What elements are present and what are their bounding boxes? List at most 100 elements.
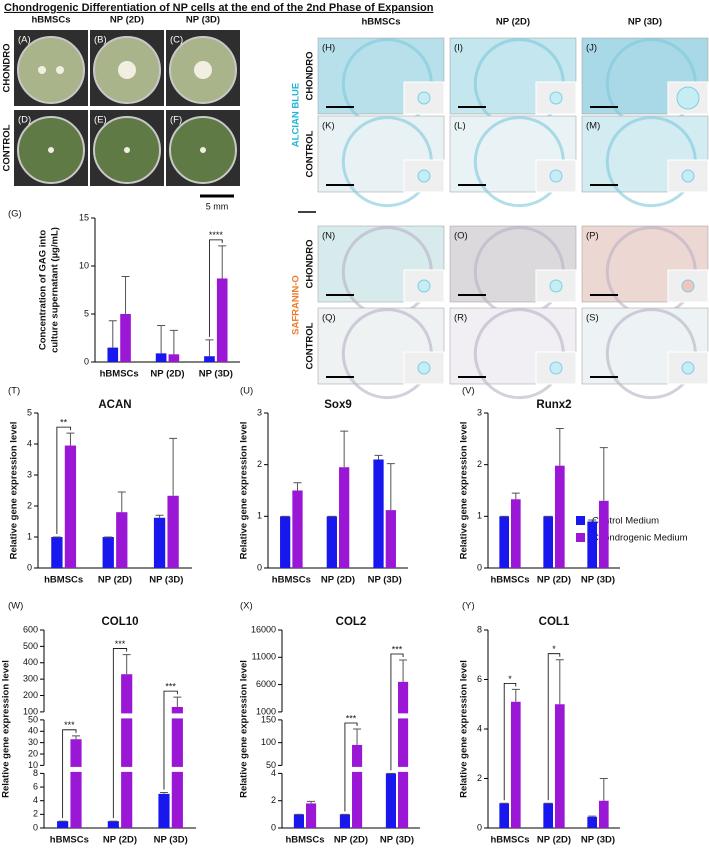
panel-label: (D): [18, 115, 31, 126]
bar: [339, 814, 350, 828]
y-tick-label: 0: [27, 562, 32, 572]
panel-label: (X): [240, 601, 253, 612]
y-tick-label: 2: [271, 795, 276, 805]
y-tick-label: 0: [84, 356, 89, 366]
bar: [373, 459, 384, 568]
chart-title: COL2: [336, 616, 367, 628]
y-tick-label: 0: [257, 562, 262, 572]
bar: [587, 521, 598, 568]
bar: [158, 793, 170, 828]
significance-label: **: [60, 418, 68, 428]
stain-label: SAFRANIN-O: [291, 275, 302, 335]
column-header: hBMSCs: [361, 17, 400, 28]
axis-break: [281, 713, 421, 719]
x-tick-label: NP (3D): [154, 835, 188, 846]
panel-label: (R): [454, 313, 467, 324]
x-tick-label: NP (2D): [98, 575, 132, 586]
y-tick-label: 11000: [252, 652, 276, 662]
error-bar: [599, 447, 608, 501]
bar: [120, 314, 131, 362]
significance-label: *: [552, 644, 556, 654]
bar: [499, 803, 510, 828]
y-axis-label: Relative gene expression level: [239, 422, 250, 560]
bar: [70, 739, 82, 828]
inset-pellet: [549, 361, 563, 375]
y-tick-label: 4: [27, 438, 32, 448]
error-bar: [340, 430, 349, 468]
error-bar: [307, 800, 316, 804]
x-tick-label: NP (2D): [334, 835, 368, 846]
y-tick-label: 1: [27, 531, 32, 541]
inset-pellet: [676, 86, 700, 110]
error-bar: [511, 492, 520, 500]
panel-label: (C): [170, 35, 183, 46]
y-axis-label: Relative gene expression level: [9, 422, 20, 560]
x-tick-label: NP (2D): [537, 835, 571, 846]
significance-label: ***: [64, 720, 75, 730]
y-tick-label: 10: [28, 760, 38, 770]
error-bar: [599, 778, 608, 801]
bar: [216, 278, 228, 362]
x-tick-label: NP (3D): [199, 369, 233, 380]
inset-pellet: [417, 361, 431, 375]
chart-title: Sox9: [324, 399, 352, 411]
column-header: NP (2D): [110, 15, 144, 26]
panel-label: (P): [586, 231, 599, 242]
panel-label: (F): [170, 115, 182, 126]
significance-bracket: [112, 648, 128, 819]
y-tick-label: 4: [33, 795, 38, 805]
significance-bracket: [62, 729, 77, 819]
pellet: [118, 61, 136, 79]
bar: [306, 803, 317, 828]
error-bar: [218, 245, 227, 279]
y-tick-label: 200: [23, 690, 38, 700]
y-tick-label: 50: [266, 760, 276, 770]
error-bar: [117, 491, 126, 513]
panel-label: (B): [94, 35, 107, 46]
y-tick-label: 3: [477, 407, 482, 417]
well: [17, 36, 85, 104]
y-tick-label: 15: [79, 212, 89, 222]
y-tick-label: 2: [477, 459, 482, 469]
x-tick-label: hBMSCs: [44, 575, 83, 586]
figure-title: Chondrogenic Differentiation of NP cells…: [4, 2, 434, 14]
inset-pellet: [681, 279, 695, 293]
x-tick-label: NP (3D): [380, 835, 414, 846]
y-tick-label: 0: [33, 822, 38, 832]
x-tick-label: hBMSCs: [100, 369, 139, 380]
column-header: NP (3D): [628, 17, 662, 28]
significance-bracket: [503, 683, 517, 801]
bar: [385, 773, 396, 828]
significance-label: ***: [115, 639, 126, 649]
x-tick-label: NP (2D): [321, 575, 355, 586]
axis-break: [281, 766, 421, 772]
bar: [116, 512, 128, 568]
y-tick-label: 0: [477, 822, 482, 832]
panel-label: (Y): [462, 601, 475, 612]
bar: [385, 510, 396, 568]
panel-label: (N): [322, 231, 335, 242]
bar: [293, 814, 304, 828]
error-bar: [159, 792, 168, 794]
y-axis-label: Relative gene expression level: [239, 660, 250, 798]
row-label: CHONDRO: [305, 239, 316, 288]
significance-label: ***: [392, 644, 403, 654]
pellet: [38, 66, 46, 74]
bar: [554, 704, 565, 828]
panel-label: (M): [586, 121, 600, 132]
chart-title: ACAN: [98, 399, 131, 411]
axis-break: [43, 713, 197, 719]
bar: [587, 816, 598, 828]
bar: [51, 537, 63, 568]
panel-label: (T): [8, 386, 20, 397]
stain-label: ALCIAN BLUE: [291, 83, 302, 147]
y-tick-label: 30: [28, 737, 38, 747]
y-axis-label: Relative gene expression level: [459, 422, 470, 560]
inset-pellet: [549, 169, 563, 183]
y-tick-label: 1000: [256, 706, 276, 716]
y-tick-label: 4: [477, 723, 482, 733]
y-tick-label: 600: [23, 624, 38, 634]
y-tick-label: 2: [257, 459, 262, 469]
pellet: [124, 147, 130, 153]
pellet: [48, 147, 54, 153]
